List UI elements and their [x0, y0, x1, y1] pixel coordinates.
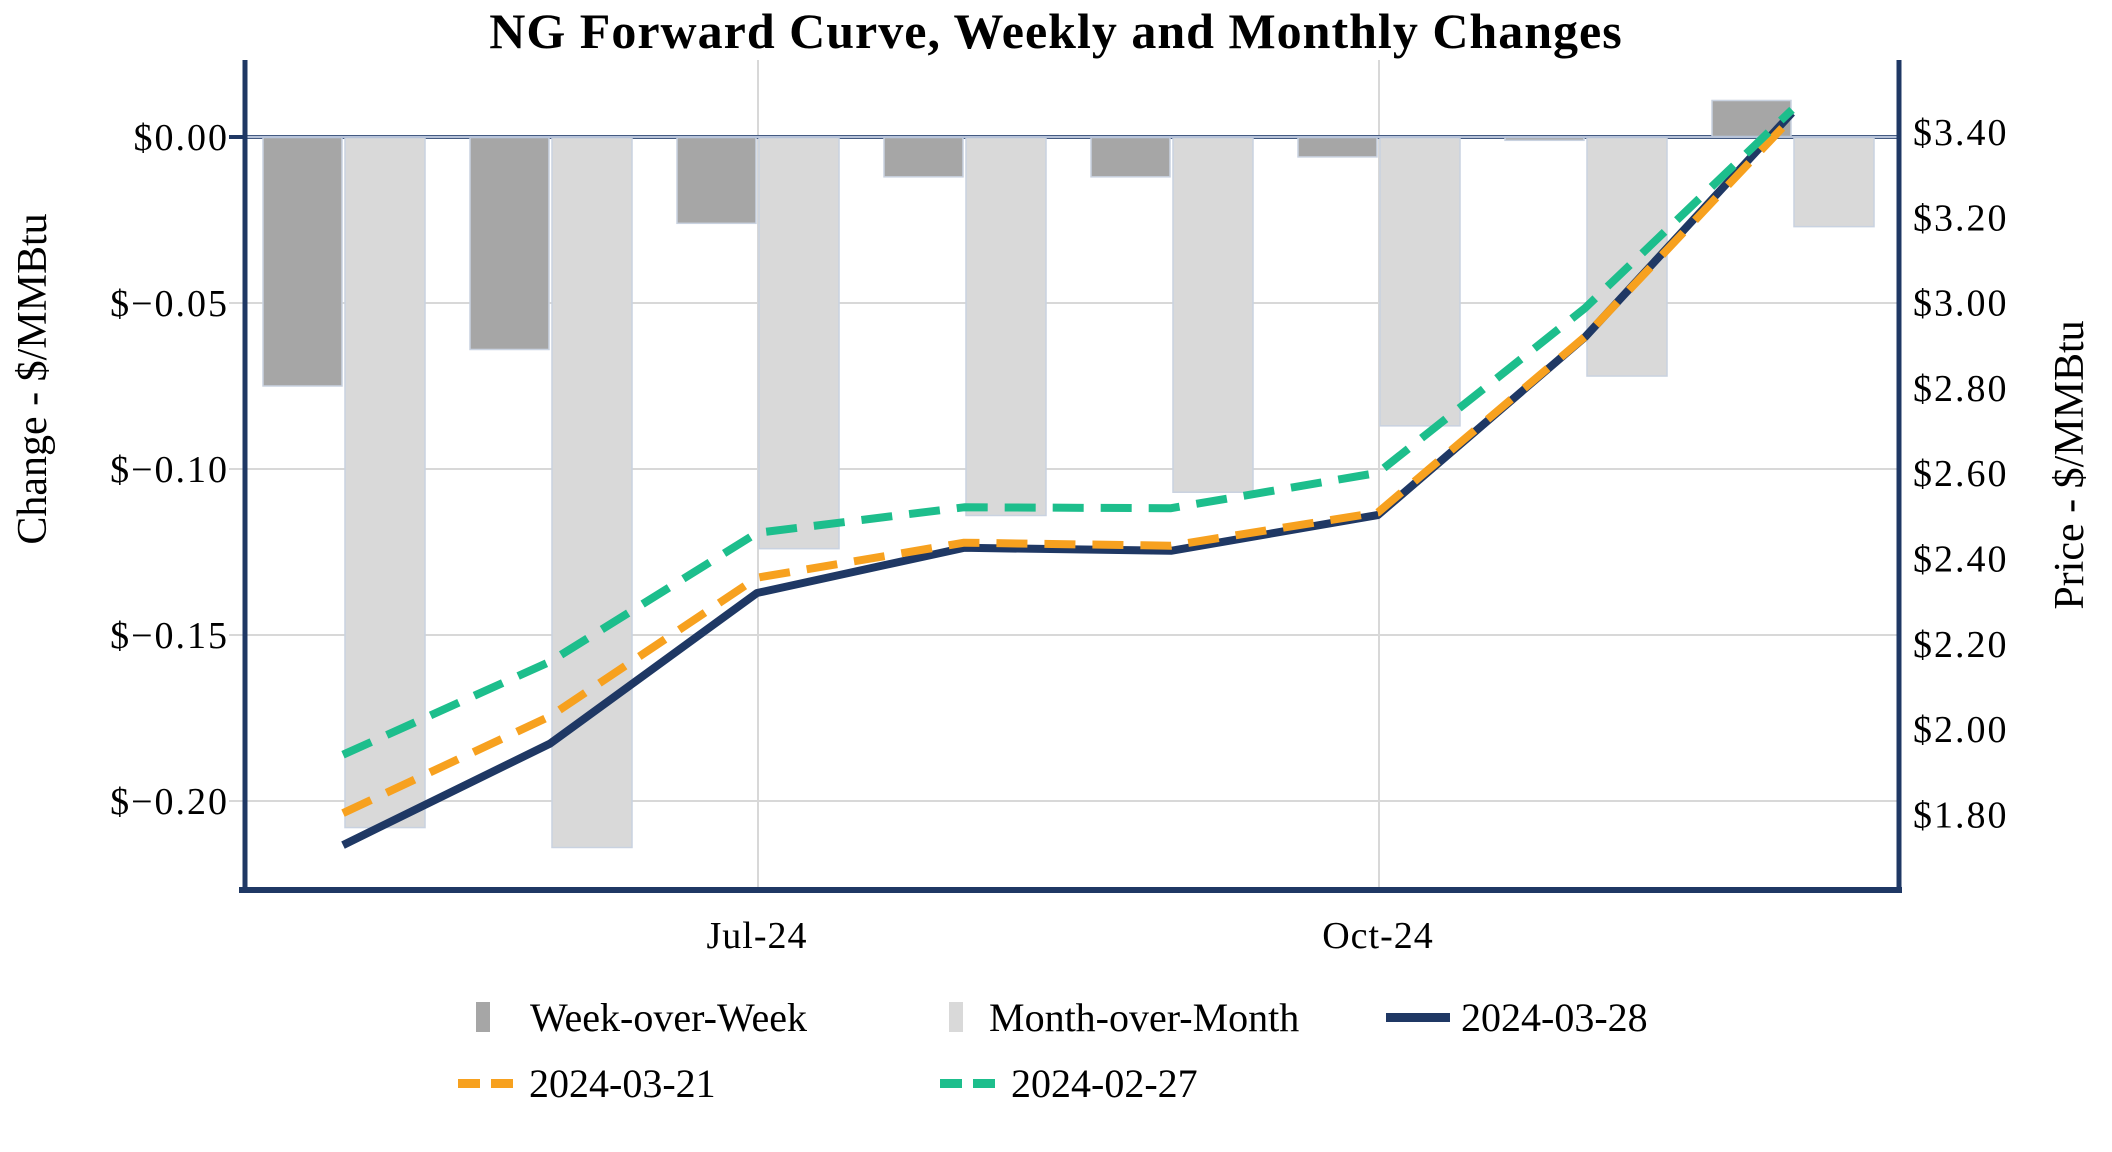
- right-axis-tick-label: $1.80: [1913, 794, 2009, 836]
- legend-item-2024-03-21: 2024-03-21: [458, 1060, 716, 1106]
- bar-month-over-month: [1793, 136, 1875, 228]
- bar-month-over-month: [1172, 136, 1254, 493]
- chart-title: NG Forward Curve, Weekly and Monthly Cha…: [489, 3, 1623, 59]
- legend-swatch-line-solid: [1386, 1012, 1450, 1022]
- right-axis-tick-label: $3.40: [1913, 112, 2009, 154]
- bar-week-over-week: [676, 136, 757, 225]
- legend-item-week-over-week: Week-over-Week: [476, 994, 807, 1040]
- left-axis-tick-label: $−0.05: [110, 283, 229, 325]
- bar-month-over-month: [758, 136, 840, 550]
- legend-item-2024-03-28: 2024-03-28: [1386, 994, 1648, 1040]
- right-axis-tick-label: $3.00: [1913, 283, 2009, 325]
- bar-week-over-week: [883, 136, 964, 178]
- bar-week-over-week: [1297, 136, 1378, 158]
- legend-label: 2024-02-27: [1011, 1060, 1198, 1106]
- legend-label: Week-over-Week: [530, 994, 808, 1040]
- legend-item-2024-02-27: 2024-02-27: [940, 1060, 1198, 1106]
- right-axis-tick-label: $2.40: [1913, 539, 2009, 581]
- legend-swatch-bar-dark: [476, 1002, 490, 1032]
- right-axis-tick-label: $2.00: [1913, 709, 2009, 751]
- bar-month-over-month: [1379, 136, 1461, 427]
- x-axis-tick-label: Jul-24: [707, 915, 808, 957]
- right-axis-tick-label: $2.20: [1913, 624, 2009, 666]
- bar-week-over-week: [469, 136, 550, 351]
- legend-item-month-over-month: Month-over-Month: [949, 994, 1299, 1040]
- right-axis-title: Price - $/MMBtu: [2047, 320, 2093, 610]
- right-axis-tick-label: $3.20: [1913, 197, 2009, 239]
- legend-label: 2024-03-21: [529, 1060, 716, 1106]
- right-axis-tick-label: $2.80: [1913, 368, 2009, 410]
- left-axis-title: Change - $/MMBtu: [10, 213, 56, 545]
- bar-week-over-week: [262, 136, 343, 387]
- left-axis-tick-label: $−0.20: [110, 781, 229, 823]
- x-axis-tick-label: Oct-24: [1322, 915, 1434, 957]
- legend-label: Month-over-Month: [989, 994, 1300, 1040]
- bar-month-over-month: [344, 136, 426, 829]
- left-axis-tick-label: $0.00: [134, 117, 230, 159]
- bar-month-over-month: [1586, 136, 1668, 377]
- legend-swatch-bar-light: [949, 1002, 963, 1032]
- bar-week-over-week: [1090, 136, 1171, 178]
- right-axis-tick-label: $2.60: [1913, 453, 2009, 495]
- line-2024-03-28: [341, 110, 1795, 849]
- legend-swatch-dash-green: [940, 1078, 995, 1088]
- legend-label: 2024-03-28: [1461, 994, 1648, 1040]
- line-2024-02-27: [341, 106, 1795, 759]
- legend-swatch-dash-orange: [458, 1078, 513, 1088]
- left-axis-tick-label: $−0.15: [110, 615, 229, 657]
- left-axis-tick-label: $−0.10: [110, 449, 229, 491]
- line-2024-03-21: [341, 114, 1795, 817]
- bar-month-over-month: [551, 136, 633, 849]
- bar-month-over-month: [965, 136, 1047, 517]
